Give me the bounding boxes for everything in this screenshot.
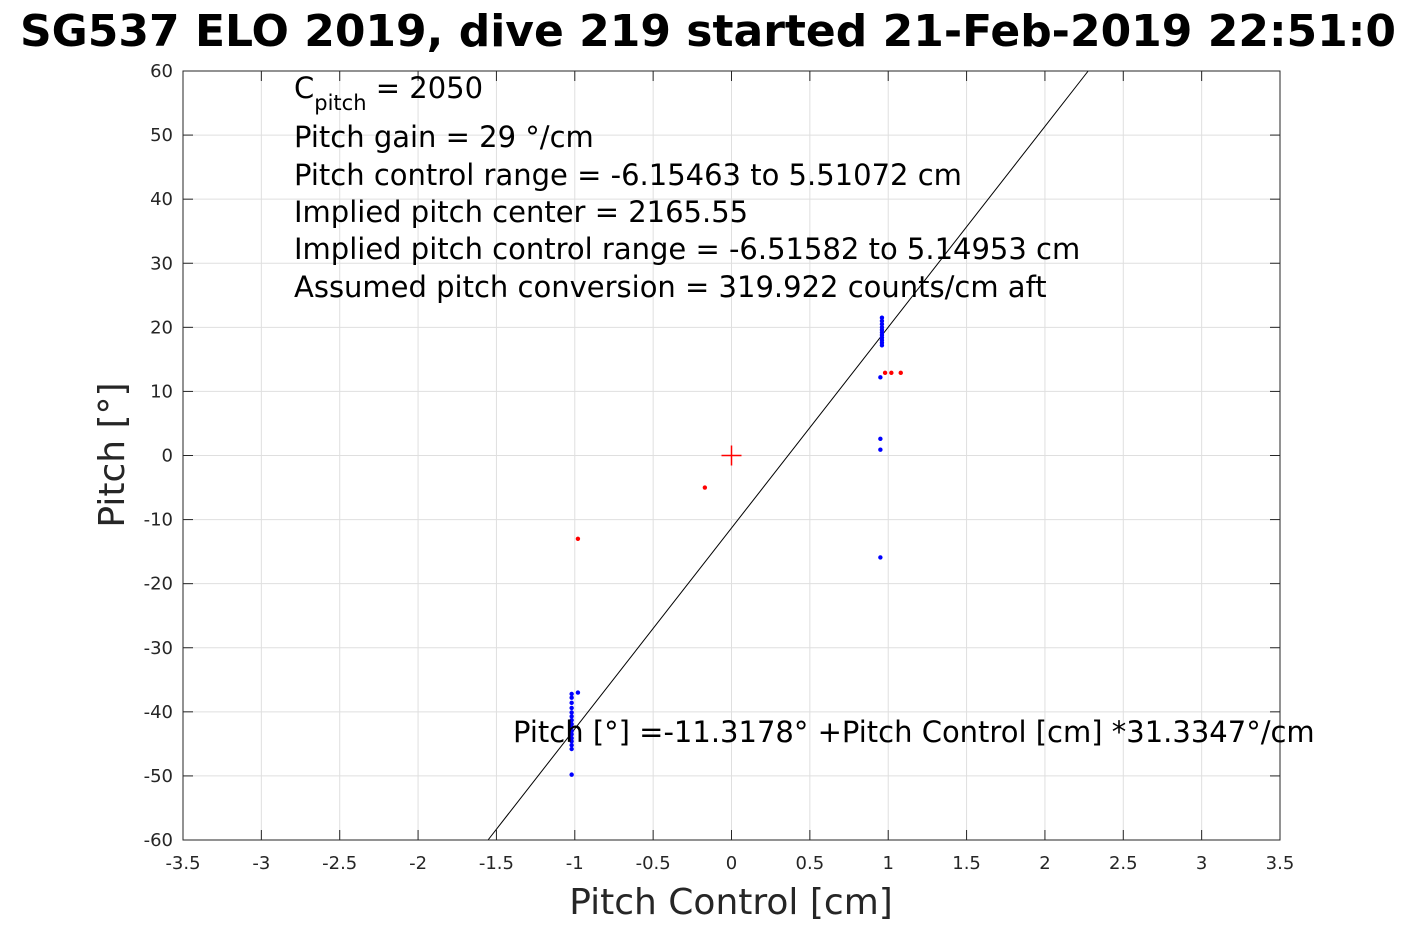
data-point [569, 700, 574, 706]
y-tick-label: 0 [162, 446, 173, 467]
y-tick-label: -60 [144, 830, 173, 851]
annotation-conversion: Assumed pitch conversion = 319.922 count… [294, 270, 1047, 304]
data-point [569, 691, 574, 697]
data-point [575, 690, 581, 695]
annotation-implied-range: Implied pitch control range = -6.51582 t… [294, 232, 1080, 266]
data-point [879, 315, 885, 320]
y-tick-label: 20 [150, 317, 173, 338]
x-tick-label: 1 [882, 853, 893, 874]
x-tick-label: 1.5 [952, 853, 981, 874]
data-point [569, 725, 574, 730]
data-point [569, 742, 574, 748]
axis-ticks [182, 70, 1281, 841]
cpitch-value: = 2050 [367, 71, 484, 105]
annotation-pitch-gain: Pitch gain = 29 °/cm [294, 120, 594, 154]
y-tick-label: 60 [150, 61, 173, 82]
y-tick-label: -20 [144, 574, 173, 595]
fit-line [487, 70, 1089, 841]
x-tick-label: 2.5 [1109, 853, 1138, 874]
data-point [569, 714, 574, 719]
data-point [878, 447, 883, 452]
x-tick-label: -2 [409, 853, 427, 874]
data-point [569, 721, 574, 727]
center-marker-layer [721, 445, 742, 466]
x-tick-label: 0.5 [796, 853, 825, 874]
data-point [882, 370, 888, 376]
y-tick-label: 50 [150, 125, 173, 146]
grid-lines [182, 70, 1281, 841]
data-point [879, 321, 885, 327]
x-tick-label: 3 [1196, 853, 1207, 874]
fit-line-layer [487, 70, 1089, 841]
data-point [878, 555, 883, 560]
y-tick-label: -40 [144, 702, 173, 723]
data-point [569, 710, 574, 715]
y-tick-label: 30 [150, 253, 173, 274]
data-point [569, 717, 574, 723]
annotation-block: Cpitch = 2050 Pitch gain = 29 °/cm Pitch… [294, 71, 1315, 749]
x-tick-label: -2.5 [322, 853, 357, 874]
chart-title: SG537 ELO 2019, dive 219 started 21-Feb-… [20, 6, 1396, 57]
data-point [569, 772, 574, 777]
data-point [569, 735, 574, 741]
x-tick-label: -1.5 [479, 853, 514, 874]
x-tick-label: -0.5 [636, 853, 671, 874]
x-tick-labels: -3.5 -3 -2.5 -2 -1.5 -1 -0.5 0 0.5 1 1.5 2 2.5 3 3.5 [165, 853, 1294, 874]
annotation-pitch-center: Implied pitch center = 2165.55 [294, 195, 748, 229]
data-point [569, 739, 574, 744]
data-point [569, 746, 574, 752]
data-point [569, 728, 574, 734]
x-tick-label: 2 [1039, 853, 1050, 874]
data-point [702, 485, 708, 490]
cpitch-symbol: C [294, 71, 314, 105]
x-tick-label: 3.5 [1266, 853, 1295, 874]
data-point [878, 375, 883, 380]
y-tick-labels: 60 50 40 30 20 10 0 -10 -20 -30 -40 -50 -60 [144, 61, 173, 851]
cpitch-annotation: Cpitch = 2050 [294, 71, 483, 115]
y-tick-label: -50 [144, 766, 173, 787]
annotation-control-range: Pitch control range = -6.15463 to 5.5107… [294, 158, 962, 192]
data-point [898, 370, 903, 376]
fit-equation-annotation: Pitch [°] =-11.3178° +Pitch Control [cm]… [513, 715, 1315, 749]
y-axis-label: Pitch [°] [92, 382, 133, 527]
data-point [575, 536, 581, 542]
y-tick-label: 10 [150, 381, 173, 402]
y-tick-label: 40 [150, 189, 173, 210]
y-tick-label: -10 [144, 510, 173, 531]
data-point [569, 695, 574, 700]
data-points [569, 315, 903, 777]
x-tick-label: -1 [566, 853, 584, 874]
data-point [879, 318, 885, 324]
data-point [569, 705, 574, 711]
x-tick-label: -3 [252, 853, 270, 874]
data-point [878, 436, 883, 442]
cpitch-subscript: pitch [314, 91, 366, 115]
y-tick-label: -30 [144, 638, 173, 659]
x-axis-label: Pitch Control [cm] [569, 882, 893, 923]
x-tick-label: -3.5 [165, 853, 200, 874]
data-point [889, 370, 894, 376]
x-tick-label: 0 [726, 853, 737, 874]
data-point [879, 343, 885, 348]
data-point [569, 732, 574, 737]
